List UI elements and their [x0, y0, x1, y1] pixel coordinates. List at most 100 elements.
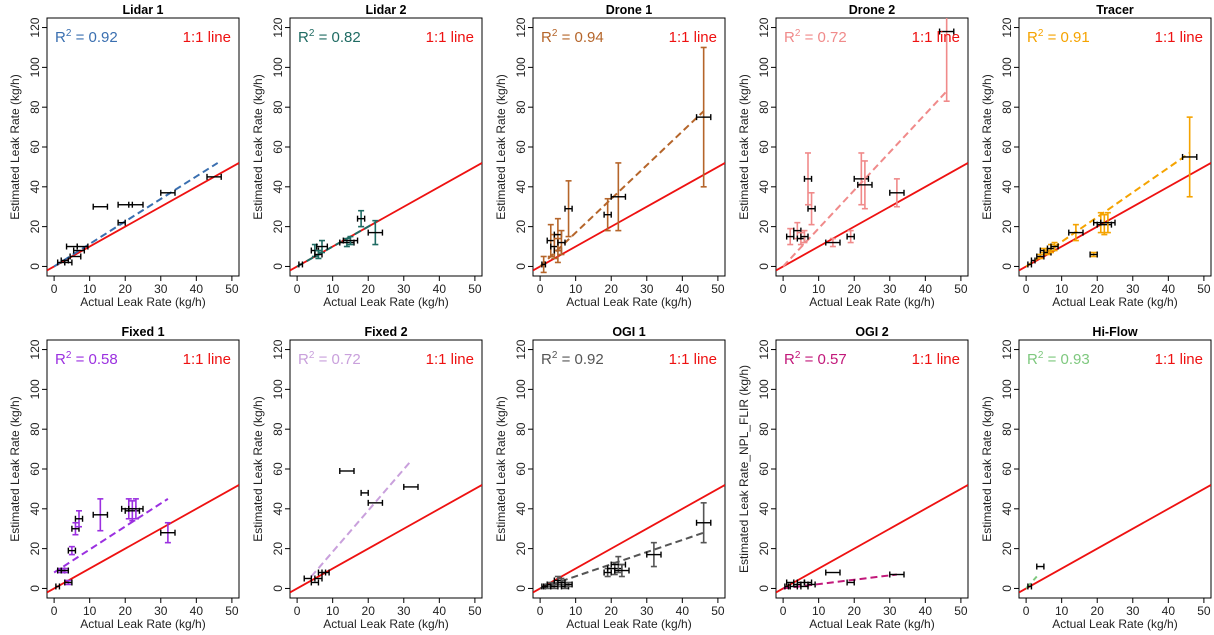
- x-tick-label: 40: [676, 604, 690, 618]
- chart-panel-1: Lidar 1 0 10 20 30 40 50 0 20 40 60 80 100 120 Actual …: [8, 3, 240, 309]
- plot-frame: [1018, 339, 1212, 599]
- data-point: [1089, 251, 1098, 258]
- x-tick-label: 30: [883, 604, 897, 618]
- chart-panel-7: Fixed 2 0 10 20 30 40 50 0 20 40 60 80 100 120 Actual …: [251, 325, 483, 631]
- y-tick-label: 0: [514, 263, 528, 270]
- chart-panel-3: Drone 1 0 10 20 30 40 50 0 20 40 60 80 100 120 Actual …: [494, 3, 726, 309]
- one-to-one-line: [533, 484, 725, 594]
- y-tick-label: 0: [28, 585, 42, 592]
- y-tick-label: 20: [1000, 542, 1014, 556]
- x-tick-label: 0: [537, 604, 544, 618]
- y-axis-label: Estimated Leak Rate (kg/h): [251, 396, 265, 541]
- y-tick-label: 60: [757, 462, 771, 476]
- data-point: [321, 569, 330, 576]
- plot-frame: [532, 339, 726, 599]
- y-tick-label: 80: [271, 100, 285, 114]
- x-tick-label: 40: [1162, 282, 1176, 296]
- y-tick-label: 80: [514, 100, 528, 114]
- y-tick-label: 40: [271, 502, 285, 516]
- x-tick-label: 40: [919, 282, 933, 296]
- data-point: [889, 571, 905, 578]
- data-point: [557, 229, 566, 256]
- panel-title: Lidar 2: [366, 3, 407, 17]
- data-point: [793, 221, 802, 240]
- data-point: [800, 229, 809, 244]
- x-tick-label: 40: [919, 604, 933, 618]
- x-axis-label: Actual Leak Rate (kg/h): [809, 295, 934, 309]
- data-point: [564, 581, 573, 588]
- data-point: [564, 180, 573, 238]
- data-point: [55, 583, 61, 590]
- y-tick-label: 100: [514, 57, 528, 77]
- data-point: [695, 46, 712, 188]
- r-squared-label: R2 = 0.82: [298, 28, 361, 46]
- x-tick-label: 10: [812, 282, 826, 296]
- y-tick-label: 40: [514, 180, 528, 194]
- r-squared-label: R2 = 0.94: [541, 28, 604, 46]
- x-tick-label: 20: [605, 604, 619, 618]
- y-tick-label: 40: [1000, 180, 1014, 194]
- data-point: [1036, 253, 1045, 260]
- data-point: [76, 243, 89, 250]
- data-point: [314, 575, 323, 582]
- x-tick-label: 30: [154, 282, 168, 296]
- data-point: [846, 579, 855, 586]
- r-squared-label: R2 = 0.58: [55, 350, 118, 368]
- x-tick-label: 50: [954, 604, 968, 618]
- y-tick-label: 0: [757, 585, 771, 592]
- x-tick-label: 40: [433, 604, 447, 618]
- y-tick-label: 40: [28, 502, 42, 516]
- data-point: [74, 510, 84, 528]
- x-tick-label: 10: [1055, 282, 1069, 296]
- x-tick-label: 40: [433, 282, 447, 296]
- y-tick-label: 40: [271, 180, 285, 194]
- x-tick-label: 10: [326, 282, 340, 296]
- plot-frame: [775, 339, 969, 599]
- r-squared-label: R2 = 0.91: [1027, 28, 1090, 46]
- y-tick-label: 100: [514, 379, 528, 399]
- x-axis-label: Actual Leak Rate (kg/h): [80, 617, 205, 631]
- data-point: [67, 545, 77, 556]
- y-axis-label: Estimated Leak Rate (kg/h): [980, 396, 994, 541]
- data-point: [603, 197, 612, 232]
- y-tick-label: 100: [757, 57, 771, 77]
- data-point: [92, 498, 109, 532]
- data-point: [695, 502, 712, 544]
- y-axis-label: Estimated Leak Rate (kg/h): [494, 74, 508, 219]
- y-axis-label: Estimated Leak Rate (kg/h): [251, 74, 265, 219]
- x-tick-label: 20: [848, 282, 862, 296]
- x-tick-label: 0: [780, 604, 787, 618]
- data-point: [60, 567, 70, 574]
- y-tick-label: 40: [1000, 502, 1014, 516]
- x-tick-label: 0: [51, 604, 58, 618]
- y-tick-label: 80: [28, 100, 42, 114]
- plot-frame: [289, 17, 483, 277]
- panel-title: Drone 2: [849, 3, 896, 17]
- x-tick-label: 10: [326, 604, 340, 618]
- data-point: [65, 243, 78, 250]
- data-point: [807, 191, 816, 226]
- plot-area: [533, 46, 725, 274]
- data-point: [160, 189, 176, 196]
- x-tick-label: 30: [397, 282, 411, 296]
- x-tick-label: 50: [1197, 282, 1211, 296]
- y-tick-label: 100: [1000, 379, 1014, 399]
- x-tick-label: 20: [119, 604, 133, 618]
- y-tick-label: 80: [514, 422, 528, 436]
- fit-line: [782, 90, 948, 268]
- y-tick-label: 120: [757, 339, 771, 359]
- chart-panel-5: Tracer 0 10 20 30 40 50 0 20 40 60 80 100 120 Actual L…: [980, 3, 1212, 309]
- y-axis-label: Estimated Leak Rate_NPL_FLIR (kg/h): [737, 365, 751, 573]
- x-tick-label: 50: [711, 604, 725, 618]
- x-tick-label: 40: [1162, 604, 1176, 618]
- plot-area: [47, 162, 239, 272]
- data-point: [540, 255, 547, 274]
- y-tick-label: 100: [1000, 57, 1014, 77]
- data-point: [356, 209, 366, 228]
- data-point: [128, 201, 144, 208]
- x-tick-label: 20: [362, 282, 376, 296]
- plot-area: [47, 484, 239, 594]
- y-tick-label: 20: [28, 220, 42, 234]
- one-to-one-line: [47, 484, 239, 594]
- y-tick-label: 40: [757, 180, 771, 194]
